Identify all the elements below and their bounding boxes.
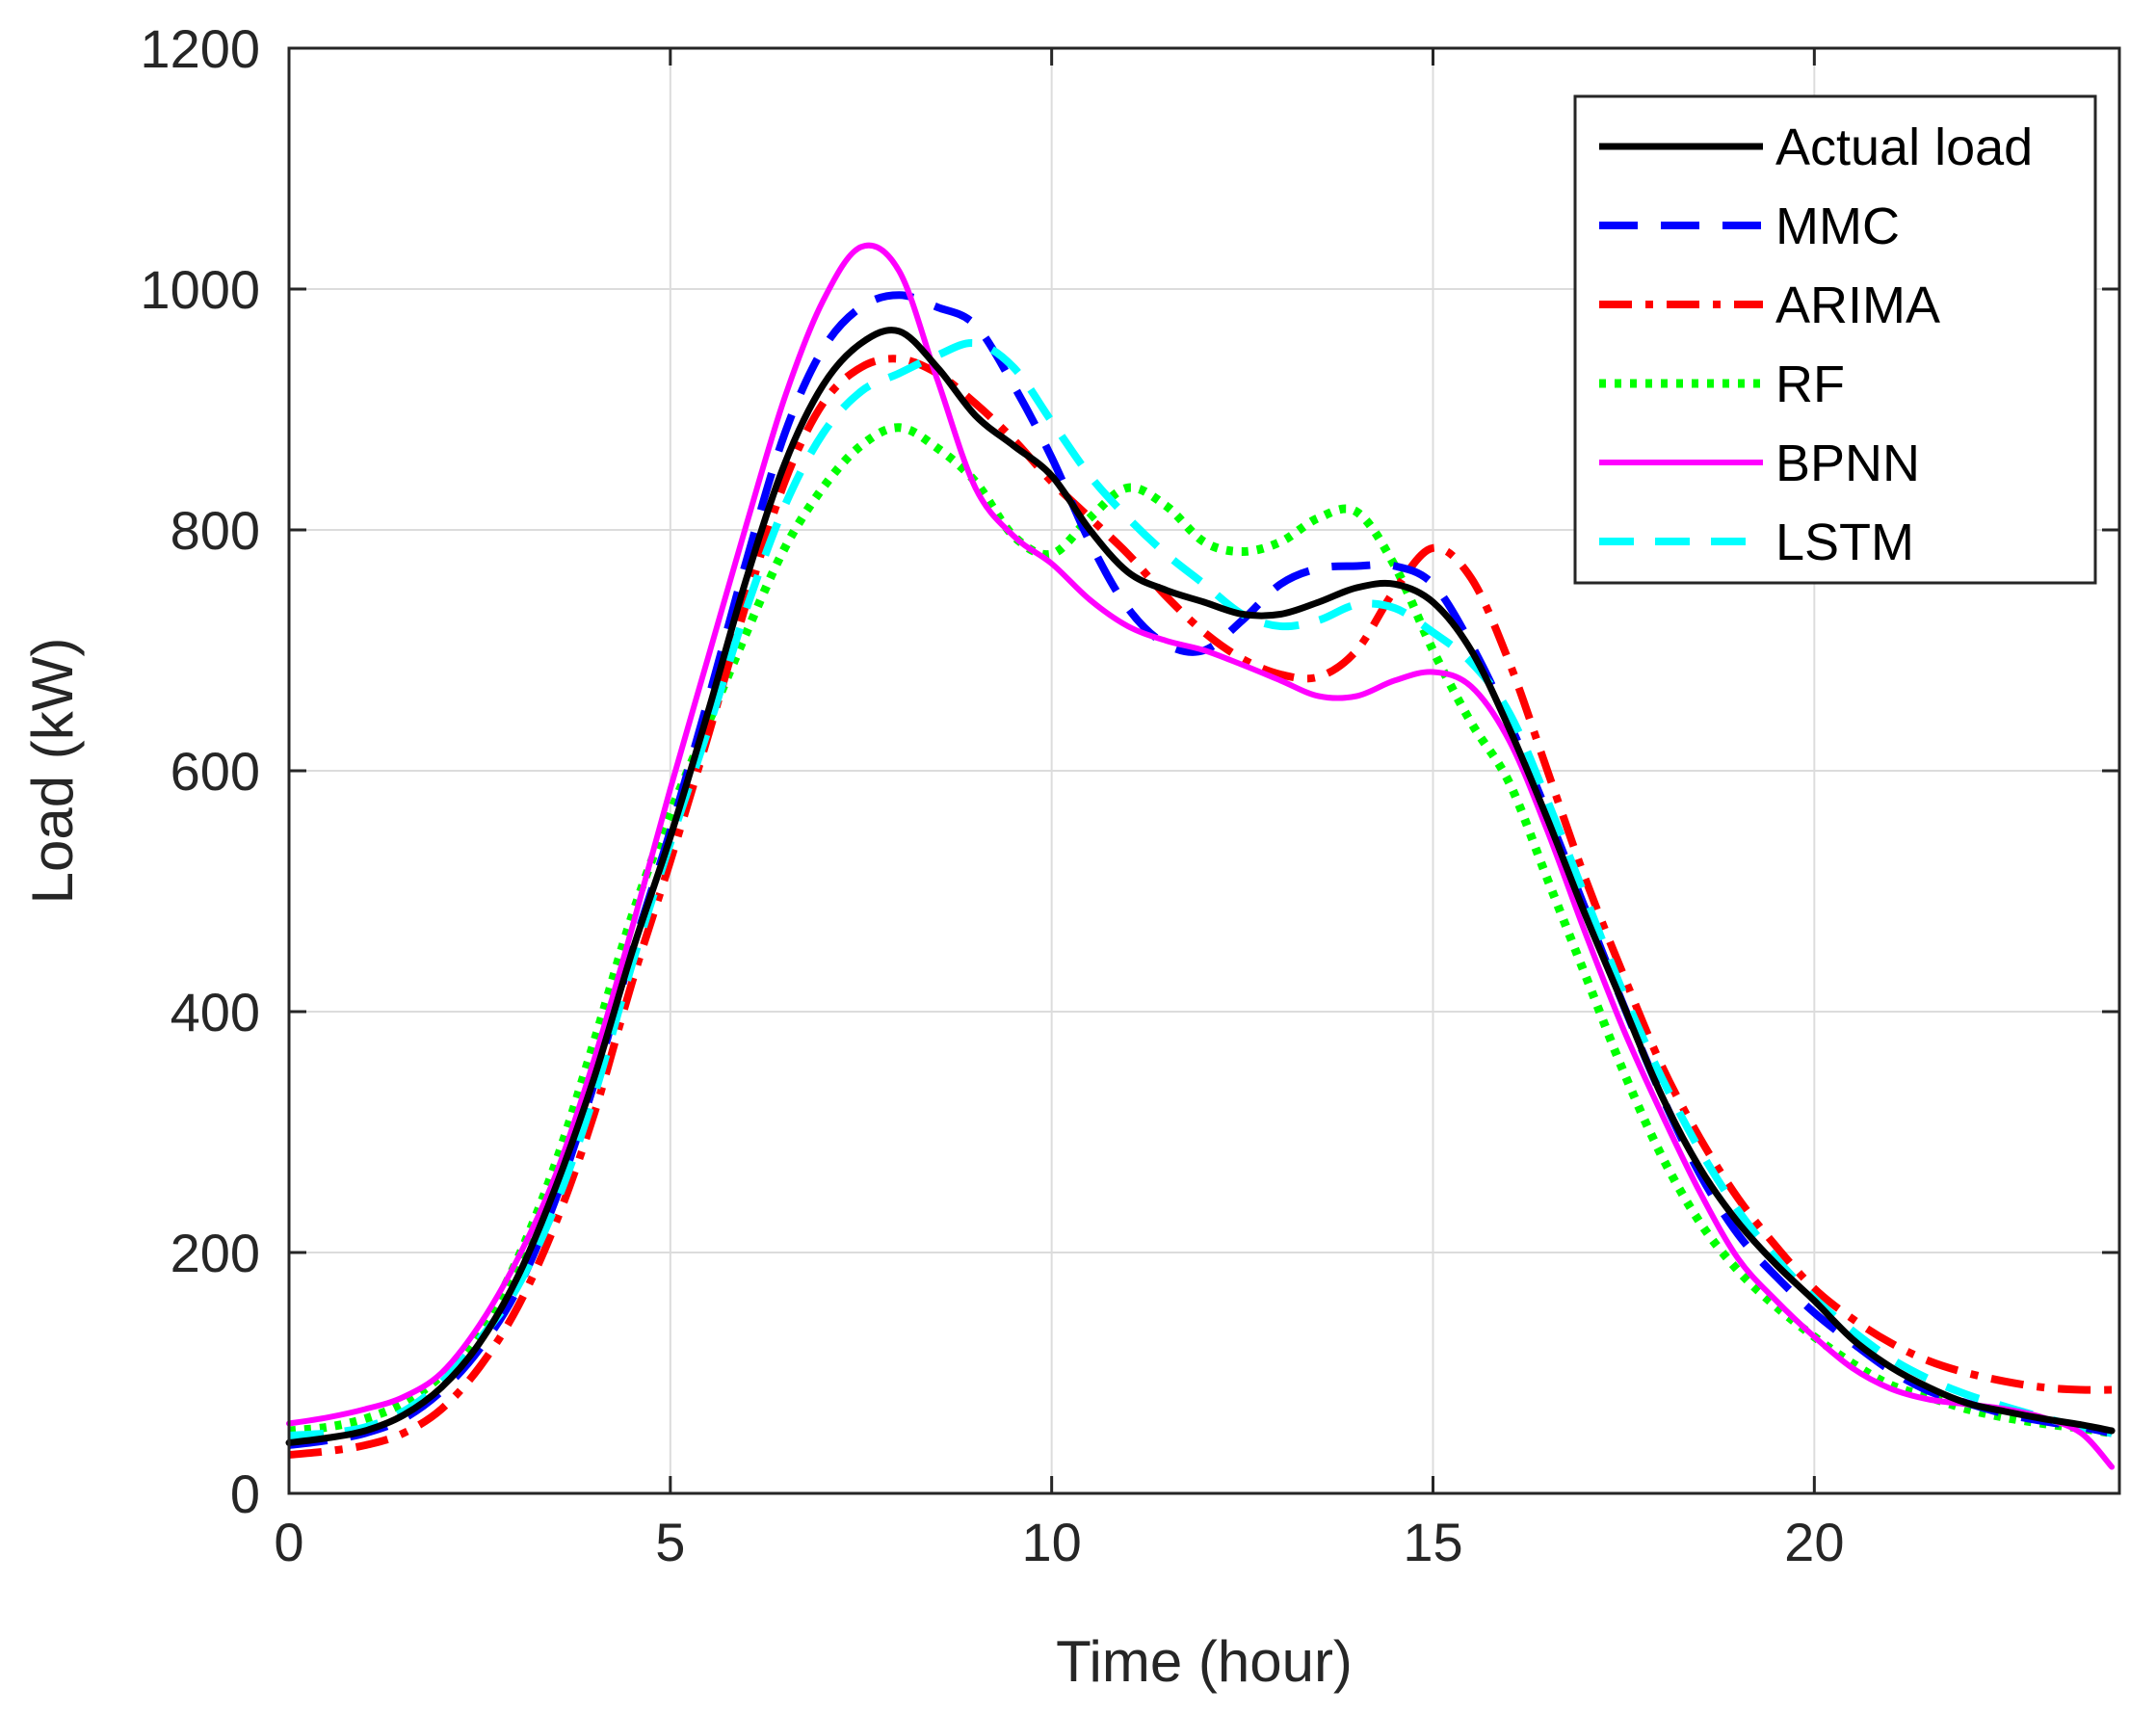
y-tick-label: 600 xyxy=(171,741,260,802)
series-line-arima xyxy=(288,355,2113,1459)
legend-label: ARIMA xyxy=(1775,277,1940,334)
y-tick-label: 1000 xyxy=(140,259,260,320)
y-tick-label: 800 xyxy=(171,500,260,561)
legend-label: MMC xyxy=(1775,198,1900,255)
legend-label: Actual load xyxy=(1775,119,2033,176)
x-tick-label: 5 xyxy=(655,1512,685,1572)
series-layer xyxy=(285,242,2116,1470)
series-line-bpnn xyxy=(286,242,2116,1470)
y-tick-label: 0 xyxy=(230,1463,260,1524)
series-line-actual-load xyxy=(285,327,2116,1446)
y-tick-label: 200 xyxy=(171,1223,260,1283)
series-line-lstm xyxy=(288,339,2113,1439)
y-tick-label: 400 xyxy=(171,982,260,1042)
y-tick-label: 1200 xyxy=(140,18,260,79)
x-axis-label: Time (hour) xyxy=(1056,1629,1353,1694)
series-line-rf xyxy=(288,423,2113,1437)
legend: Actual load MMC ARIMA RF BPNN LSTM xyxy=(1573,94,2097,585)
x-tick-label: 15 xyxy=(1403,1512,1462,1572)
legend-box xyxy=(1573,94,2097,585)
x-tick-label: 10 xyxy=(1022,1512,1082,1572)
legend-label: RF xyxy=(1775,356,1845,413)
x-tick-label: 20 xyxy=(1784,1512,1844,1572)
y-axis-label: Load (kW) xyxy=(20,638,85,905)
legend-label: LSTM xyxy=(1775,514,1914,571)
x-tick-label: 0 xyxy=(274,1512,303,1572)
legend-label: BPNN xyxy=(1775,435,1920,492)
